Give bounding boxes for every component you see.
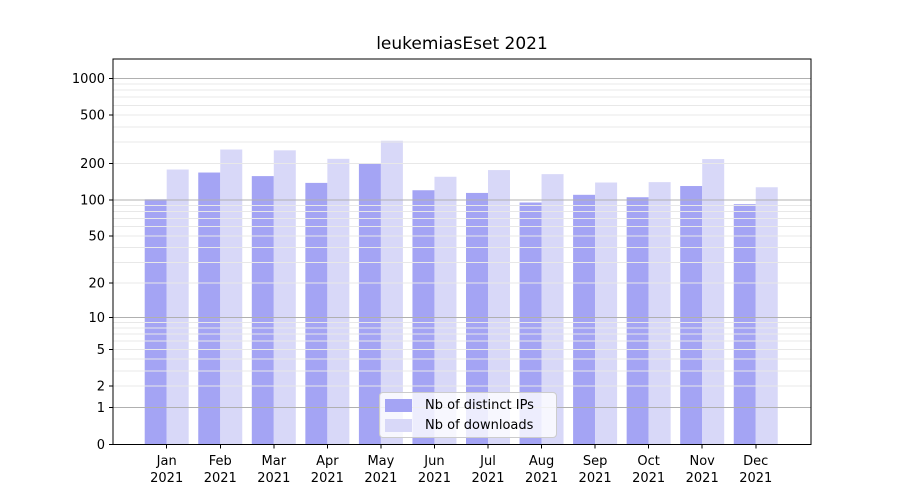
bar-ips-apr — [305, 182, 328, 445]
legend: Nb of distinct IPs Nb of downloads — [379, 392, 557, 438]
bar-downloads-nov — [702, 159, 725, 445]
x-tick-label-year: 2021 — [632, 471, 665, 486]
y-tick-label: 1 — [97, 401, 105, 416]
y-tick-label: 50 — [88, 230, 105, 245]
bar-ips-jul — [466, 192, 488, 445]
x-tick-label-year: 2021 — [525, 471, 558, 486]
x-tick-label-month: Jul — [479, 454, 496, 469]
legend-item-distinct-ips: Nb of distinct IPs — [385, 397, 548, 414]
bar-ips-nov — [680, 186, 703, 445]
legend-item-downloads: Nb of downloads — [385, 417, 548, 434]
x-tick-label-year: 2021 — [364, 471, 397, 486]
y-tick-label: 0 — [97, 438, 105, 453]
bar-downloads-jun — [434, 176, 457, 445]
bar-ips-jan — [144, 199, 167, 445]
bar-ips-may — [358, 163, 381, 445]
bar-downloads-oct — [648, 182, 671, 445]
x-tick-label-year: 2021 — [150, 471, 183, 486]
y-tick-label: 1000 — [72, 72, 105, 87]
legend-label-downloads: Nb of downloads — [425, 418, 534, 433]
bar-ips-sep — [573, 194, 596, 445]
x-tick-label-month: Dec — [743, 454, 768, 469]
bar-downloads-may — [380, 140, 403, 445]
legend-swatch-distinct-ips — [385, 399, 412, 412]
x-tick-label-month: Sep — [583, 454, 608, 469]
x-tick-label-month: Aug — [529, 454, 554, 469]
bar-downloads-sep — [595, 182, 618, 445]
x-tick-label-year: 2021 — [686, 471, 719, 486]
x-tick-label-month: Oct — [637, 454, 659, 469]
bar-downloads-jul — [488, 170, 510, 445]
chart-title: leukemiasEset 2021 — [376, 34, 548, 54]
y-tick-label: 20 — [88, 277, 105, 292]
legend-label-distinct-ips: Nb of distinct IPs — [425, 398, 534, 413]
x-tick-label-month: Feb — [209, 454, 232, 469]
bar-downloads-dec — [755, 187, 778, 445]
x-tick-label-month: Mar — [262, 454, 287, 469]
bar-ips-aug — [519, 202, 542, 445]
x-tick-label-month: Apr — [316, 454, 339, 469]
bar-downloads-feb — [220, 149, 243, 445]
x-tick-label-month: Jan — [156, 454, 177, 469]
legend-swatch-downloads — [385, 419, 412, 432]
x-tick-label-year: 2021 — [204, 471, 237, 486]
x-tick-label-year: 2021 — [257, 471, 290, 486]
x-tick-label-year: 2021 — [418, 471, 451, 486]
y-tick-label: 10 — [88, 311, 105, 326]
bar-ips-mar — [251, 176, 274, 445]
x-tick-label-year: 2021 — [739, 471, 772, 486]
x-tick-label-year: 2021 — [579, 471, 612, 486]
bar-downloads-apr — [327, 158, 350, 445]
bar-downloads-mar — [273, 150, 296, 445]
y-tick-label: 5 — [97, 343, 105, 358]
x-tick-label-month: Jun — [423, 454, 444, 469]
y-tick-label: 100 — [80, 193, 105, 208]
bar-downloads-aug — [541, 174, 564, 445]
y-tick-label: 2 — [97, 380, 105, 395]
x-tick-label-month: May — [367, 454, 394, 469]
bar-ips-dec — [733, 204, 756, 445]
y-tick-label: 200 — [80, 157, 105, 172]
x-tick-label-month: Nov — [690, 454, 716, 469]
bar-ips-feb — [198, 172, 221, 445]
bar-ips-oct — [626, 197, 649, 445]
bar-downloads-jan — [166, 169, 189, 445]
y-tick-label: 500 — [80, 108, 105, 123]
x-tick-label-year: 2021 — [471, 471, 504, 486]
x-tick-label-year: 2021 — [311, 471, 344, 486]
plot-border — [112, 58, 812, 445]
